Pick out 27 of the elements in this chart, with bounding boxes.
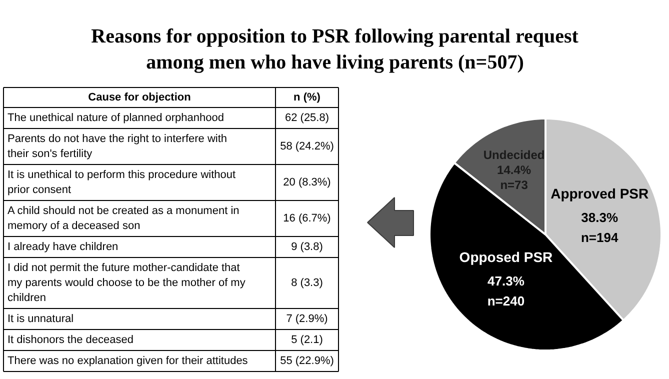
category-label: Parents do not have the right to interfere with their son's fertility	[8, 133, 228, 160]
data-label: 20 (8.3%)	[283, 176, 331, 188]
category-label: There was no explanation given for their attitudes	[8, 355, 248, 367]
slice-label: Undecided	[483, 148, 545, 162]
category-label: It is unethical to perform this procedure without prior consent	[8, 169, 236, 196]
category-label: A child should not be created as a monument in memory of a deceased son	[8, 205, 240, 232]
category-label: I already have children	[8, 241, 118, 253]
data-label: 47.3% n=240	[487, 273, 525, 308]
category-label: It dishonors the deceased	[8, 334, 134, 346]
data-label: 16 (6.7%)	[283, 212, 331, 224]
data-label: 55 (22.9%)	[280, 355, 334, 367]
slice-label: Opposed PSR	[459, 248, 553, 265]
data-label: 5 (2.1)	[291, 334, 323, 346]
data-label: 38.3% n=194	[580, 210, 619, 246]
data-label: 8 (3.3)	[291, 277, 323, 289]
text: Cause for objection	[88, 92, 192, 104]
data-label: 9 (3.8)	[291, 241, 323, 253]
data-label: 14.4% n=73	[497, 162, 532, 192]
category-label: It is unnatural	[8, 313, 74, 325]
category-label: The unethical nature of planned orphanhood	[8, 112, 224, 124]
slice-label: Approved PSR	[550, 186, 649, 202]
data-label: 62 (25.8)	[284, 112, 330, 124]
text: n (%)	[294, 92, 321, 104]
data-label: 7 (2.9%)	[286, 313, 328, 325]
category-label: I did not permit the future mother-candidate that my parents would choose to be the mother of my children	[8, 262, 246, 304]
chart-title: Reasons for opposition to PSR following parental request among men who have living parents (n=507)	[91, 26, 579, 74]
data-label: 58 (24.2%)	[280, 140, 334, 152]
